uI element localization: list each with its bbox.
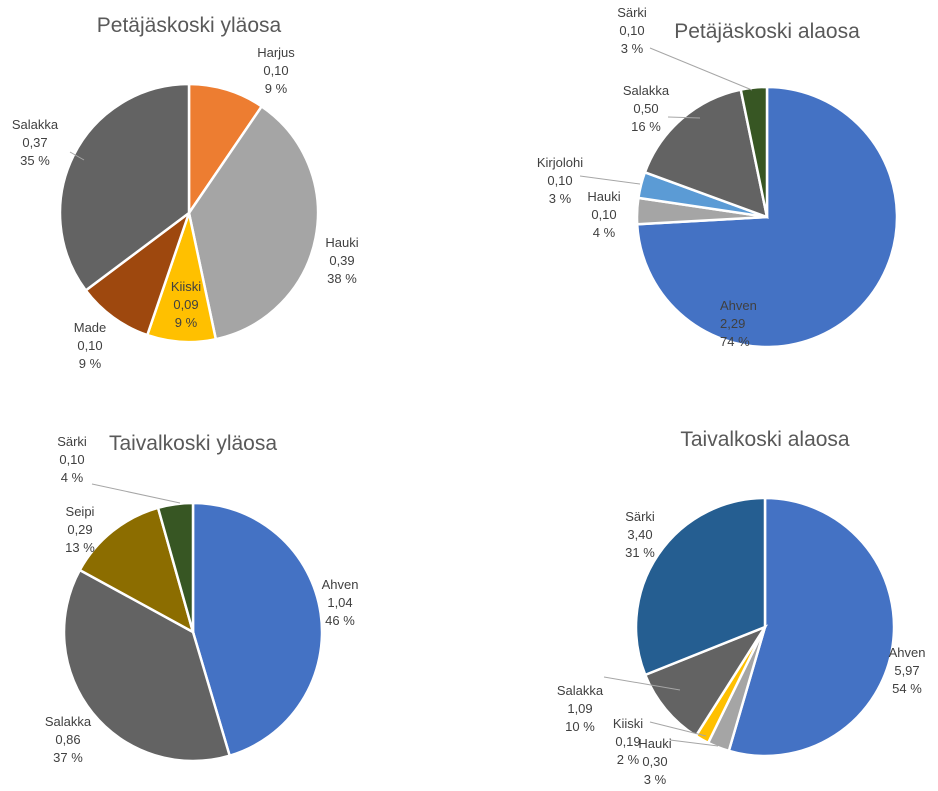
data-label: Kiiski 0,09 9 % [171,279,201,330]
pie-chart-petajaskoski-alaosa: Ahven 2,29 74 % Hauki 0,10 4 %Kirjolohi 0,10 3 … [537,5,899,349]
pie-slice-ahven [727,496,896,758]
data-label: Harjus 0,10 9 % [257,45,295,96]
leader-line [667,116,701,119]
leader-line [649,47,753,91]
leader-line [69,151,85,161]
pie-slice-särki [156,501,195,633]
pie-slice-särki [634,496,767,677]
pie-slice-harjus [187,82,264,218]
pie-chart-petajaskoski-ylaosa: Harjus 0,10 9 % Hauki 0,39 38 % Kiiski 0,09 9 % M… [12,14,359,371]
pie-slice-ahven [191,501,324,758]
data-label: Hauki 0,10 4 % [587,189,620,240]
pie-slice-seipi [78,506,196,635]
pie-chart-taivalkoski-alaosa: Ahven 5,97 54 % Hauki 0,30 3 %Kiiski 0,19 2 % Sa… [557,428,926,787]
chart-title: Petäjäskoski alaosa [674,20,860,43]
data-label: Salakka 0,37 35 % [12,117,59,168]
data-label: Salakka 0,50 16 % [623,83,670,134]
pie-slice-hauki [187,104,320,341]
leader-line [91,483,181,504]
chart-title: Petäjäskoski yläosa [97,14,282,37]
pie-chart-taivalkoski-ylaosa: Ahven 1,04 46 % Salakka 0,86 37 % Seipi 0,29 13 … [45,432,359,765]
data-label: Kiiski 0,19 2 % [613,716,643,767]
chart-title: Taivalkoski alaosa [680,428,850,451]
leader-line [649,721,707,737]
data-label: Särki 0,10 4 % [57,434,87,485]
data-label: Ahven 5,97 54 % [889,645,926,696]
data-label: Seipi 0,29 13 % [65,504,95,555]
data-label: Salakka 1,09 10 % [557,683,604,734]
data-label: Särki 3,40 31 % [625,509,655,560]
data-label: Särki 0,10 3 % [617,5,647,56]
data-label: Hauki 0,30 3 % [638,736,671,787]
leader-line [669,739,719,747]
pie-slice-salakka [643,88,769,219]
data-label: Made 0,10 9 % [74,320,107,371]
data-label: Hauki 0,39 38 % [325,235,358,286]
data-label: Kirjolohi 0,10 3 % [537,155,583,206]
pie-slice-salakka [643,624,769,738]
chart-title: Taivalkoski yläosa [109,432,277,455]
data-label: Ahven 2,29 74 % [720,298,757,349]
data-label: Ahven 1,04 46 % [322,577,359,628]
data-label: Salakka 0,86 37 % [45,714,92,765]
pie-slice-särki [739,85,769,218]
pie-slice-salakka [62,568,232,763]
leader-line [579,175,641,185]
pie-slice-salakka [58,82,191,293]
pie-slice-made [84,209,192,337]
leader-line [603,676,681,691]
